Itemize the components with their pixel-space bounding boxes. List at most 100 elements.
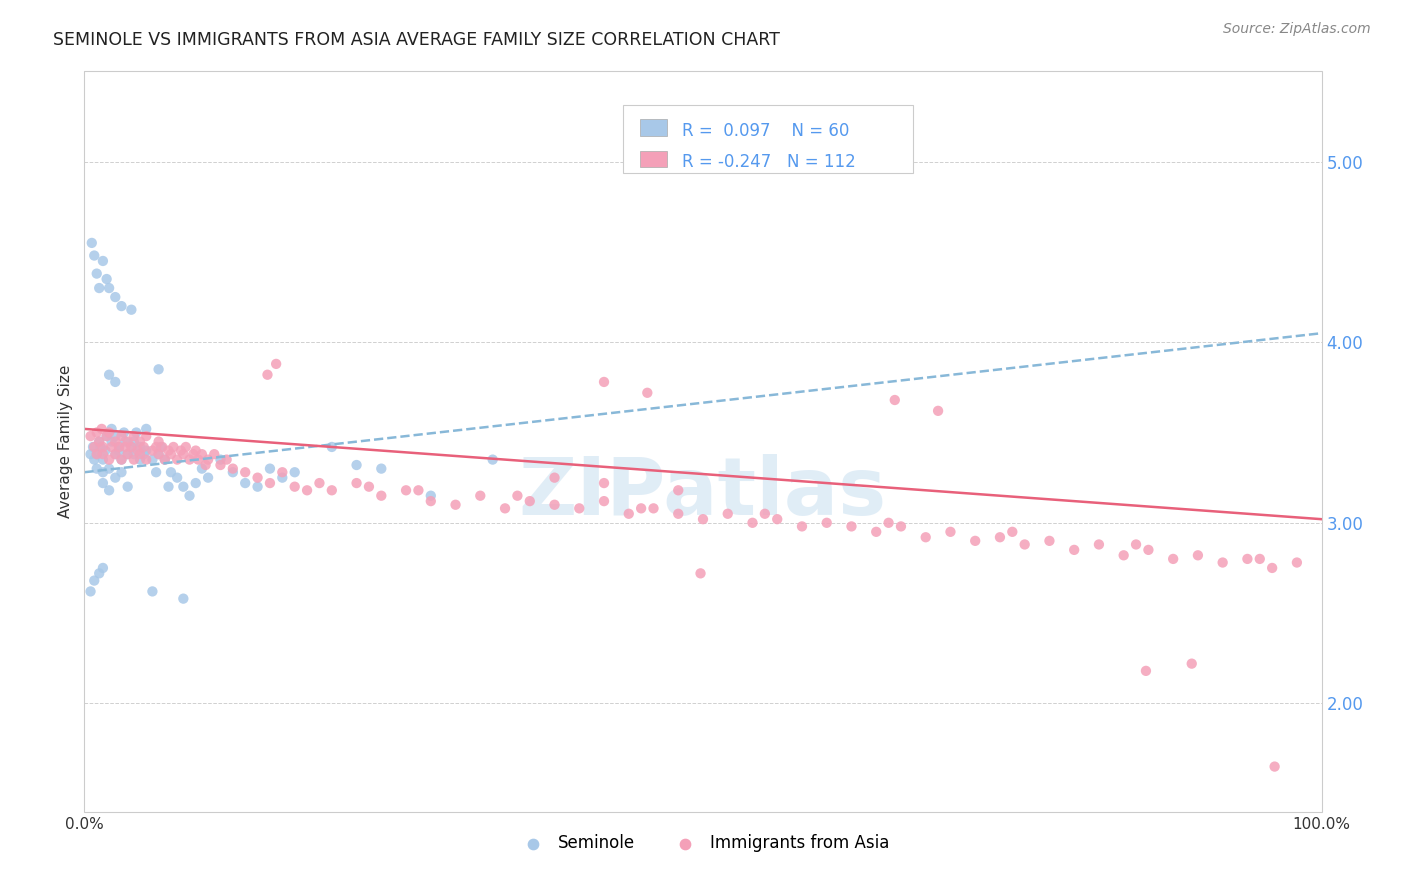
Point — [82, 440, 104, 454]
Point — [86, 447, 108, 461]
Point — [174, 440, 197, 454]
Point — [98, 368, 121, 382]
Point — [1137, 542, 1160, 557]
Text: ZIPatlas: ZIPatlas — [519, 454, 887, 533]
Point — [79, 447, 101, 461]
Point — [666, 483, 689, 498]
Point — [357, 480, 380, 494]
Point — [96, 272, 118, 286]
Point — [259, 476, 281, 491]
Point — [145, 440, 167, 454]
Point — [86, 425, 108, 440]
Point — [1014, 537, 1036, 551]
Point — [104, 375, 127, 389]
Point — [197, 452, 219, 467]
Point — [83, 452, 105, 467]
Point — [284, 465, 307, 479]
Point — [148, 362, 170, 376]
Point — [160, 447, 183, 461]
Point — [741, 516, 763, 530]
Point — [914, 530, 936, 544]
Point — [1001, 524, 1024, 539]
Point — [150, 440, 173, 454]
Point — [865, 524, 887, 539]
Point — [841, 519, 863, 533]
Point — [321, 483, 343, 498]
Point — [927, 404, 949, 418]
Point — [481, 452, 503, 467]
Point — [1161, 552, 1184, 566]
Point — [148, 434, 170, 449]
Point — [419, 494, 441, 508]
Point — [1261, 561, 1284, 575]
Point — [295, 483, 318, 498]
Bar — [640, 151, 666, 167]
Point — [470, 489, 492, 503]
Text: SEMINOLE VS IMMIGRANTS FROM ASIA AVERAGE FAMILY SIZE CORRELATION CHART: SEMINOLE VS IMMIGRANTS FROM ASIA AVERAGE… — [53, 31, 780, 49]
Point — [110, 299, 132, 313]
Point — [153, 452, 176, 467]
Point — [120, 440, 142, 454]
Point — [86, 447, 108, 461]
Point — [179, 452, 201, 467]
Point — [100, 440, 122, 454]
Text: R =  0.097    N = 60: R = 0.097 N = 60 — [682, 121, 849, 140]
Point — [815, 516, 838, 530]
Point — [877, 516, 900, 530]
Point — [132, 447, 155, 461]
Point — [181, 447, 204, 461]
Point — [506, 489, 529, 503]
Point — [1249, 552, 1271, 566]
Point — [110, 429, 132, 443]
Point — [191, 447, 214, 461]
Point — [135, 422, 157, 436]
Point — [264, 357, 287, 371]
Point — [202, 447, 225, 461]
Point — [89, 281, 111, 295]
Point — [666, 507, 689, 521]
Point — [222, 461, 245, 475]
Point — [166, 452, 188, 467]
Legend: Seminole, Immigrants from Asia: Seminole, Immigrants from Asia — [510, 828, 896, 859]
Point — [209, 458, 232, 472]
Point — [148, 447, 170, 461]
Point — [122, 429, 145, 443]
Point — [259, 461, 281, 475]
Point — [172, 447, 194, 461]
Point — [197, 470, 219, 484]
Point — [98, 425, 121, 440]
Point — [127, 443, 149, 458]
Point — [494, 501, 516, 516]
Point — [83, 574, 105, 588]
Point — [110, 452, 132, 467]
Point — [519, 494, 541, 508]
Bar — [623, 104, 914, 173]
Point — [83, 440, 105, 454]
Point — [98, 461, 121, 475]
Point — [444, 498, 467, 512]
Point — [568, 501, 591, 516]
Point — [129, 452, 152, 467]
Point — [157, 480, 180, 494]
Point — [172, 480, 194, 494]
Point — [593, 375, 616, 389]
Point — [129, 440, 152, 454]
Point — [162, 440, 184, 454]
Point — [108, 443, 131, 458]
Point — [209, 452, 232, 467]
Point — [1212, 556, 1234, 570]
Point — [135, 429, 157, 443]
Point — [98, 281, 121, 295]
Point — [108, 440, 131, 454]
Point — [170, 443, 193, 458]
Point — [1125, 537, 1147, 551]
Point — [122, 447, 145, 461]
Point — [104, 447, 127, 461]
Point — [256, 368, 278, 382]
Point — [104, 434, 127, 449]
Point — [141, 443, 163, 458]
Point — [370, 461, 392, 475]
Point — [1088, 537, 1111, 551]
Point — [194, 458, 217, 472]
Point — [148, 447, 170, 461]
